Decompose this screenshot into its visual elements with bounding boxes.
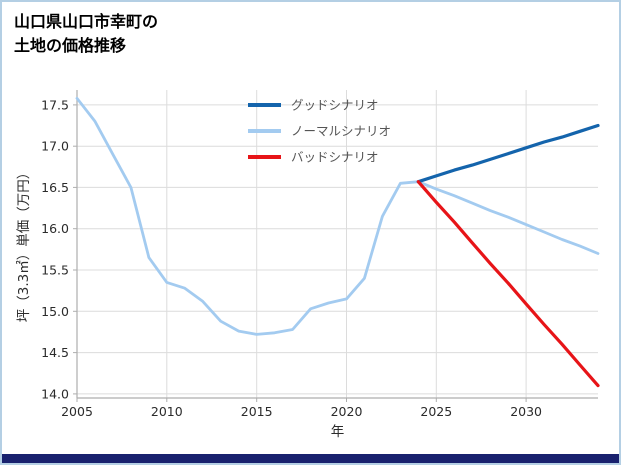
y-tick-label: 14.0	[41, 386, 69, 401]
x-tick-label: 2015	[241, 404, 273, 419]
legend-label-bad-scenario: バッドシナリオ	[291, 150, 379, 165]
x-tick-label: 2025	[420, 404, 452, 419]
x-tick-label: 2020	[331, 404, 363, 419]
y-tick-label: 17.5	[41, 97, 69, 112]
y-tick-label: 15.5	[41, 263, 69, 278]
chart-title-line2: 土地の価格推移	[14, 36, 127, 55]
x-axis-title: 年	[331, 424, 345, 440]
x-tick-label: 2010	[151, 404, 183, 419]
chart-title: 山口県山口市幸町の 土地の価格推移	[14, 10, 158, 58]
series-bad-scenario	[416, 180, 600, 388]
x-tick-label: 2030	[510, 404, 542, 419]
footer-bar	[2, 454, 619, 463]
y-tick-label: 16.5	[41, 180, 69, 195]
y-tick-label: 17.0	[41, 139, 69, 154]
y-tick-label: 14.5	[41, 345, 69, 360]
series-normal-scenario	[75, 96, 600, 336]
y-tick-label: 15.0	[41, 304, 69, 319]
legend-label-good-scenario: グッドシナリオ	[291, 98, 379, 113]
y-axis-title: 坪（3.3㎡）単価（万円）	[16, 166, 32, 322]
x-tick-label: 2005	[61, 404, 93, 419]
y-tick-label: 16.0	[41, 221, 69, 236]
chart-title-line1: 山口県山口市幸町の	[14, 12, 159, 31]
series-good-scenario	[416, 123, 600, 184]
legend-label-normal-scenario: ノーマルシナリオ	[291, 124, 391, 139]
